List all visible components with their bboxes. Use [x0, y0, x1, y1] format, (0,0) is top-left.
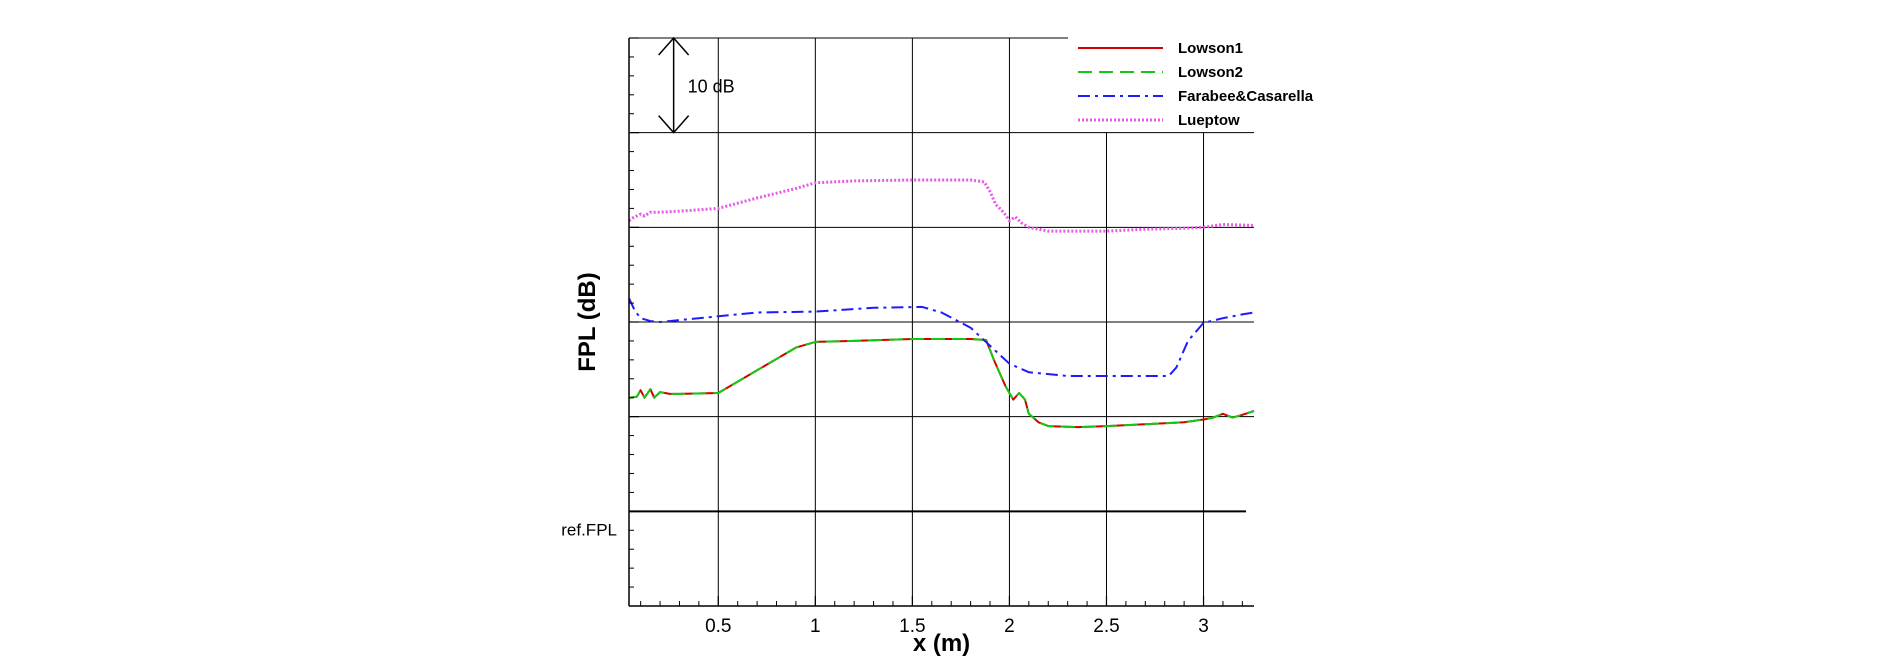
x-tick-label: 1: [810, 616, 821, 637]
x-tick-label: 1.5: [899, 616, 925, 637]
legend-label-farabee-casarella: Farabee&Casarella: [1178, 88, 1314, 105]
legend: Lowson1 Lowson2 Farabee&Casarella Lueptow: [1078, 40, 1314, 129]
series-line-lowson2: [628, 338, 1255, 429]
scale-bar-arrow-bottom: [658, 115, 690, 134]
series-line-lowson1: [628, 338, 1255, 429]
x-axis-title: x (m): [913, 630, 970, 657]
x-tick-label: 3: [1198, 616, 1209, 637]
series-line-farabee-casarella: [628, 297, 1255, 377]
x-tick-label: 0.5: [705, 616, 731, 637]
legend-label-lowson1: Lowson1: [1178, 40, 1243, 57]
legend-label-lueptow: Lueptow: [1178, 112, 1240, 129]
series-layer: [628, 178, 1255, 429]
legend-label-lowson2: Lowson2: [1178, 64, 1243, 81]
scale-bar-label: 10 dB: [688, 76, 735, 96]
frame-layer: [628, 36, 1254, 607]
label-layer: x (m) FPL (dB) ref.FPL 10 dB 0.5 1 1.5 2 2.5…: [561, 76, 1209, 657]
x-tick-label: 2.5: [1093, 616, 1119, 637]
y-axis-title: FPL (dB): [574, 272, 601, 372]
series-line-lueptow: [628, 178, 1255, 233]
grid-layer: [629, 37, 1254, 606]
x-tick-label: 2: [1004, 616, 1015, 637]
scale-bar-arrow-top: [658, 36, 690, 56]
reference-line-label: ref.FPL: [561, 520, 617, 539]
